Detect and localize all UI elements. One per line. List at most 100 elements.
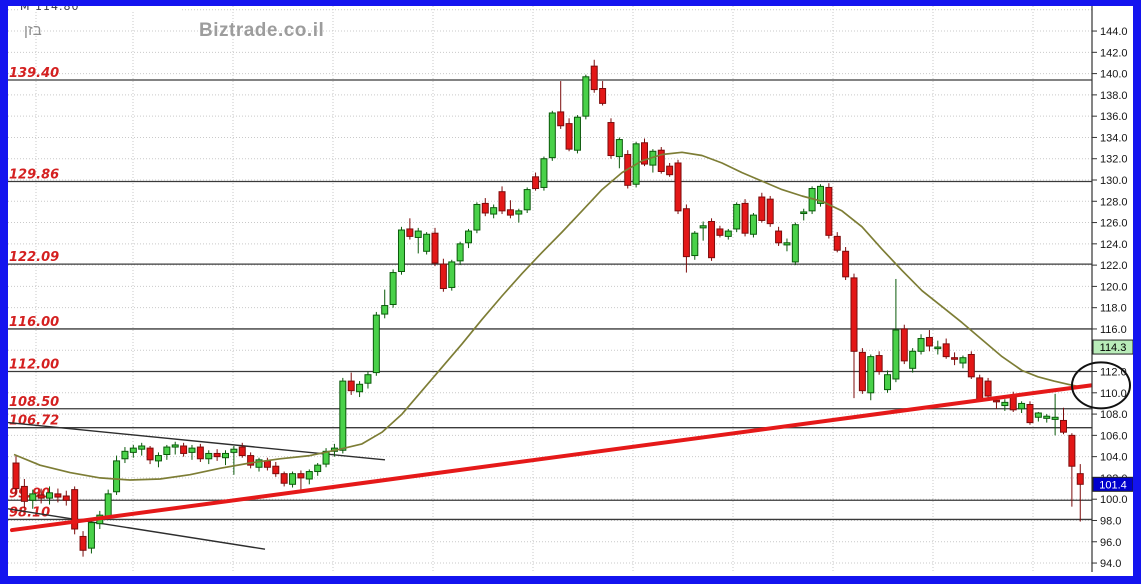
candle-up (356, 383, 364, 393)
candle-up (909, 350, 917, 369)
axis-tick-label: 122.0 (1100, 260, 1128, 272)
watermark: Biztrade.co.il (199, 20, 325, 41)
candle-up (46, 492, 54, 499)
candle-up (389, 272, 397, 305)
candle-up (87, 522, 95, 549)
candle-up (314, 464, 322, 473)
candle-down (1076, 473, 1084, 485)
svg-text:114.3: 114.3 (1100, 342, 1127, 354)
candle-up (540, 158, 548, 188)
axis-tick-label: 118.0 (1100, 303, 1127, 315)
candle-down (439, 263, 447, 290)
candle-down (37, 494, 45, 499)
level-label: 112.00 (9, 358, 59, 373)
candle-up (364, 374, 372, 384)
candle-up (255, 459, 263, 468)
candle-up (582, 76, 590, 117)
candle-down (1026, 404, 1034, 424)
level-label: 106.72 (9, 414, 59, 429)
time-gridlines (35, 6, 1034, 572)
candle-up (188, 447, 196, 453)
candle-down (196, 446, 204, 460)
candle-down (565, 123, 573, 150)
candle-down (766, 198, 774, 225)
axis-tick-label: 94.0 (1100, 558, 1121, 570)
candle-down (842, 250, 850, 278)
candle-down (62, 495, 70, 501)
candle-up (1001, 401, 1009, 407)
candle-up (473, 203, 481, 231)
candle-down (557, 111, 565, 127)
candle-down (775, 230, 783, 244)
axis-tick-label: 130.0 (1100, 175, 1128, 187)
candle-down (666, 165, 674, 176)
candle-down (431, 232, 439, 264)
ascending-support-trendline[interactable] (10, 383, 1093, 533)
candle-up (465, 230, 473, 244)
candle-up (113, 460, 121, 493)
candles (12, 59, 1084, 557)
candle-down (607, 122, 615, 157)
candle-down (641, 142, 648, 165)
candle-down (850, 277, 858, 352)
candle-down (925, 336, 933, 347)
candle-up (138, 445, 146, 450)
axis-tick-label: 142.0 (1100, 47, 1128, 59)
candle-up (573, 116, 581, 151)
upper-price-tag: 114.3 (1092, 339, 1134, 355)
candle-up (724, 230, 732, 237)
moving-average[interactable] (13, 151, 1079, 481)
candle-up (691, 232, 699, 257)
candle-down (506, 209, 514, 216)
candle-down (825, 186, 833, 236)
ma-value-label: M 114.80 (20, 6, 180, 12)
candle-up (917, 338, 925, 352)
axis-tick-label: 124.0 (1100, 239, 1128, 251)
axis-tick-label: 136.0 (1100, 111, 1128, 123)
svg-text:101.4: 101.4 (1099, 479, 1127, 491)
candle-up (816, 185, 824, 204)
candle-up (884, 374, 892, 391)
candle-down (674, 162, 682, 212)
candle-up (892, 329, 900, 380)
candle-down (967, 353, 975, 378)
candle-up (1051, 416, 1059, 420)
wedge-lower-trendline[interactable] (7, 508, 266, 550)
candle-up (305, 471, 313, 480)
candle-down (498, 191, 506, 212)
candle-down (263, 460, 271, 468)
axis-tick-label: 110.0 (1100, 388, 1127, 400)
candle-up (867, 356, 875, 394)
candle-down (247, 455, 255, 466)
candle-up (448, 261, 456, 288)
ellipse-annotation[interactable] (1071, 361, 1131, 410)
candle-down (599, 87, 607, 104)
candle-up (230, 448, 238, 453)
price-levels: 139.40 129.86 122.09 116.00 112.00 108.50 106.… (8, 66, 1092, 520)
candle-down (272, 465, 280, 475)
candle-down (297, 473, 305, 479)
candle-down (532, 176, 540, 190)
candle-down (481, 202, 489, 214)
axis-tick-label: 100.0 (1100, 494, 1128, 506)
axis-tick-label: 138.0 (1100, 90, 1128, 102)
axis-tick-label: 128.0 (1100, 196, 1128, 208)
axis-tick-label: 98.0 (1100, 515, 1121, 527)
candle-up (456, 243, 464, 262)
candle-down (280, 473, 288, 484)
level-label: 108.50 (9, 395, 59, 410)
candle-up (381, 305, 389, 315)
axis-tick-label: 144.0 (1100, 26, 1128, 38)
candle-down (347, 380, 355, 392)
level-label: 139.40 (9, 66, 59, 81)
candle-up (523, 189, 531, 211)
candle-up (800, 211, 808, 215)
axis-tick-label: 134.0 (1100, 132, 1128, 144)
axis-tick-label: 120.0 (1100, 281, 1128, 293)
candle-down (984, 380, 992, 397)
candle-up (490, 207, 498, 215)
candle-up (414, 230, 422, 238)
candle-up (339, 380, 347, 451)
